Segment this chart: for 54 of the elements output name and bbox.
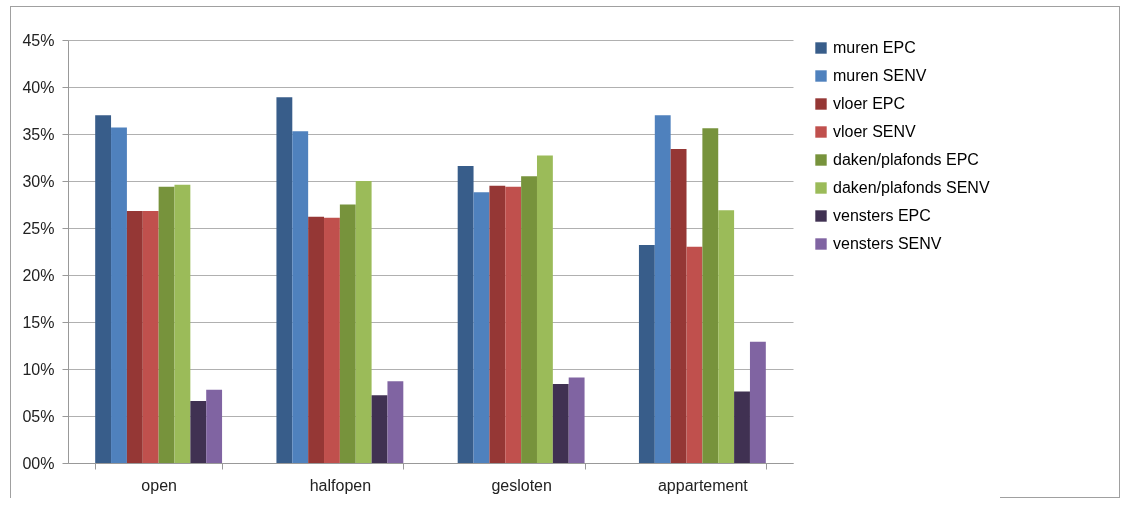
bar [568,377,585,463]
y-tick-label: 30% [22,172,55,190]
x-tick-label: gesloten [491,476,552,494]
bar [654,115,671,463]
bar [473,192,490,463]
legend-label: vensters SENV [833,235,942,252]
y-tick-label: 10% [22,360,55,378]
bar [686,246,703,463]
legend-label: daken/plafonds SENV [833,179,990,196]
bar [670,149,687,463]
bar [387,381,404,463]
y-tick-label: 25% [22,219,55,237]
bar [308,216,325,463]
x-tick-label: open [141,476,177,494]
bar [324,217,340,463]
y-tick-label: 00% [22,454,55,472]
bar [111,127,127,463]
legend-label: vloer EPC [833,95,906,112]
legend-label: muren EPC [833,39,916,56]
x-tick-label: halfopen [309,476,372,494]
bar [552,384,569,463]
y-tick-label: 20% [22,266,55,284]
y-tick-label: 35% [22,125,55,143]
x-tick-label: appartement [657,476,749,494]
bar [339,204,356,463]
y-tick-label: 40% [22,78,55,96]
y-tick-label: 45% [22,31,55,49]
bar [190,400,207,463]
bar [371,395,388,463]
bar [126,211,143,463]
bar [489,185,506,463]
bar [638,244,655,463]
legend-label: daken/plafonds EPC [833,151,979,168]
y-tick-label: 15% [22,313,55,331]
bar [206,389,223,463]
bar [95,115,112,463]
bar [292,131,309,463]
bar [505,186,522,463]
bar [158,186,175,463]
bar [749,341,766,463]
bar [457,165,474,463]
bar [718,210,735,463]
y-tick-label: 05% [22,407,55,425]
bar [536,155,553,463]
legend-label: vensters EPC [833,207,931,224]
bar [276,97,293,463]
bar [142,211,159,463]
bar [174,184,191,463]
legend-label: vloer SENV [833,123,917,140]
legend-label: muren SENV [833,67,927,84]
bar [734,391,750,463]
bar [702,128,719,463]
bar [521,176,537,463]
bar [355,181,372,463]
